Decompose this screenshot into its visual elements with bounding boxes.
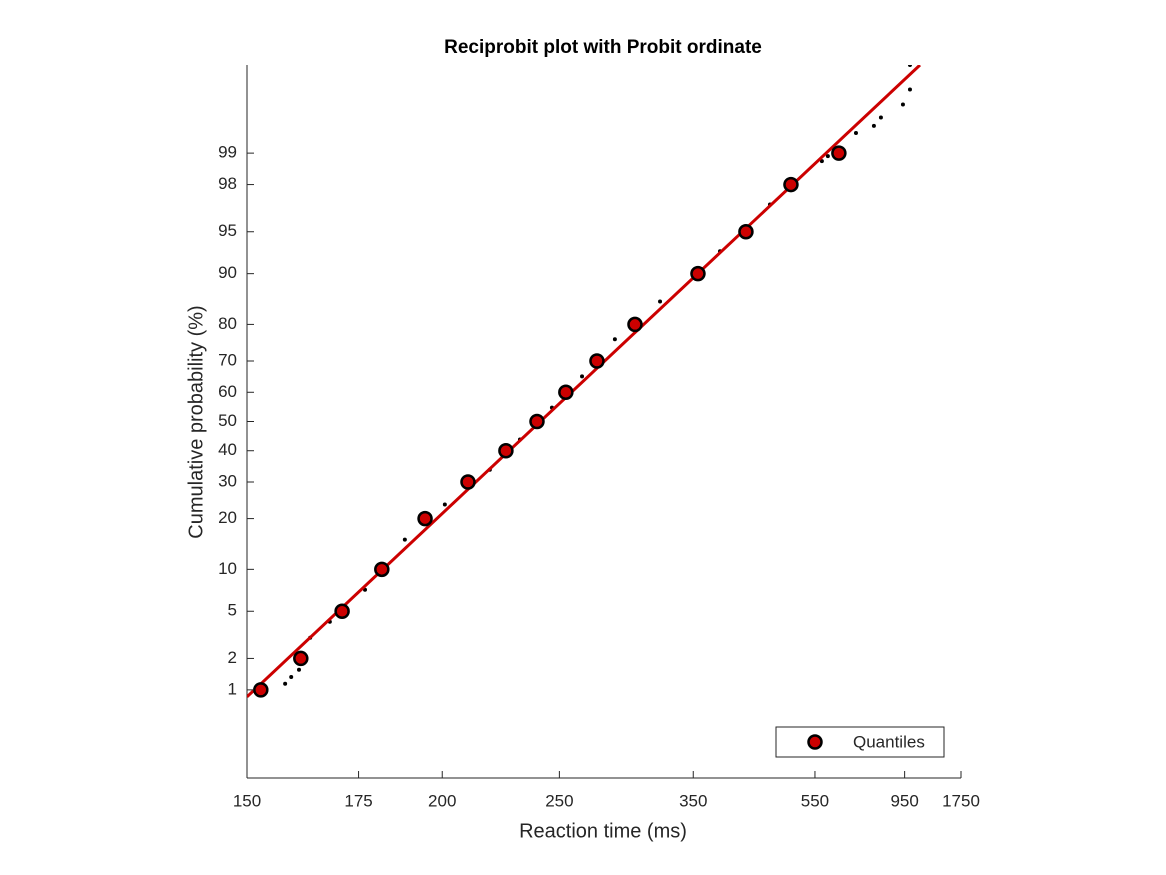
quantile-point — [558, 384, 574, 401]
y-tick-label: 5 — [228, 601, 237, 620]
x-tick-label: 250 — [545, 791, 573, 810]
data-dot — [612, 337, 617, 342]
quantile-point — [529, 413, 545, 430]
x-axis-label: Reaction time (ms) — [519, 820, 687, 842]
quantile-point — [831, 145, 847, 161]
data-dot — [871, 123, 876, 128]
y-tick-label: 70 — [218, 350, 237, 369]
y-tick-label: 90 — [218, 263, 237, 282]
x-tick-label: 200 — [428, 791, 456, 810]
y-tick-label: 30 — [218, 471, 237, 490]
quantile-point — [417, 510, 433, 527]
y-tick-label: 2 — [228, 648, 237, 667]
quantile-point — [738, 223, 754, 240]
quantile-point — [498, 442, 514, 459]
x-tick-label: 550 — [801, 791, 829, 810]
quantile-point — [460, 474, 476, 490]
quantile-point — [293, 650, 309, 667]
quantile-point — [374, 561, 390, 578]
y-tick-label: 98 — [218, 174, 237, 193]
data-dot — [442, 502, 447, 507]
quantile-point — [253, 682, 269, 698]
data-dot — [825, 154, 830, 159]
y-tick-label: 60 — [218, 382, 237, 401]
y-tick-label: 50 — [218, 411, 237, 430]
data-dot — [907, 65, 912, 67]
y-axis-label: Cumulative probability (%) — [185, 305, 207, 538]
data-dot — [402, 537, 407, 542]
x-tick-label: 350 — [679, 791, 707, 810]
data-dot — [296, 667, 301, 672]
chart-title: Reciprobit plot with Probit ordinate — [444, 37, 762, 58]
legend-label: Quantiles — [853, 732, 925, 751]
x-tick-label: 150 — [233, 791, 261, 810]
x-tick-label: 175 — [344, 791, 372, 810]
data-dot — [853, 131, 858, 136]
data-dot — [580, 374, 585, 379]
quantile-point — [589, 353, 605, 369]
data-dot — [283, 681, 288, 686]
y-tick-label: 20 — [218, 508, 237, 527]
fit-line — [247, 65, 922, 698]
data-dot — [907, 87, 912, 92]
data-dot — [289, 674, 294, 679]
y-tick-label: 99 — [218, 143, 237, 162]
data-dot — [658, 299, 663, 304]
x-tick-label: 1750 — [942, 791, 980, 810]
legend-box — [775, 726, 945, 758]
data-dot — [878, 115, 883, 120]
quantile-point — [783, 176, 799, 193]
y-tick-label: 10 — [218, 559, 237, 578]
y-tick-label: 1 — [228, 679, 237, 698]
quantile-point — [627, 316, 643, 333]
plot-area — [247, 65, 922, 698]
quantile-point — [690, 265, 706, 282]
x-tick-label: 950 — [890, 791, 918, 810]
legend-marker — [807, 734, 823, 750]
quantile-point — [334, 603, 350, 620]
data-dot — [819, 159, 824, 164]
y-tick-label: 80 — [218, 314, 237, 333]
y-tick-label: 95 — [218, 221, 237, 240]
y-tick-label: 40 — [218, 440, 237, 459]
data-dot — [900, 102, 905, 107]
